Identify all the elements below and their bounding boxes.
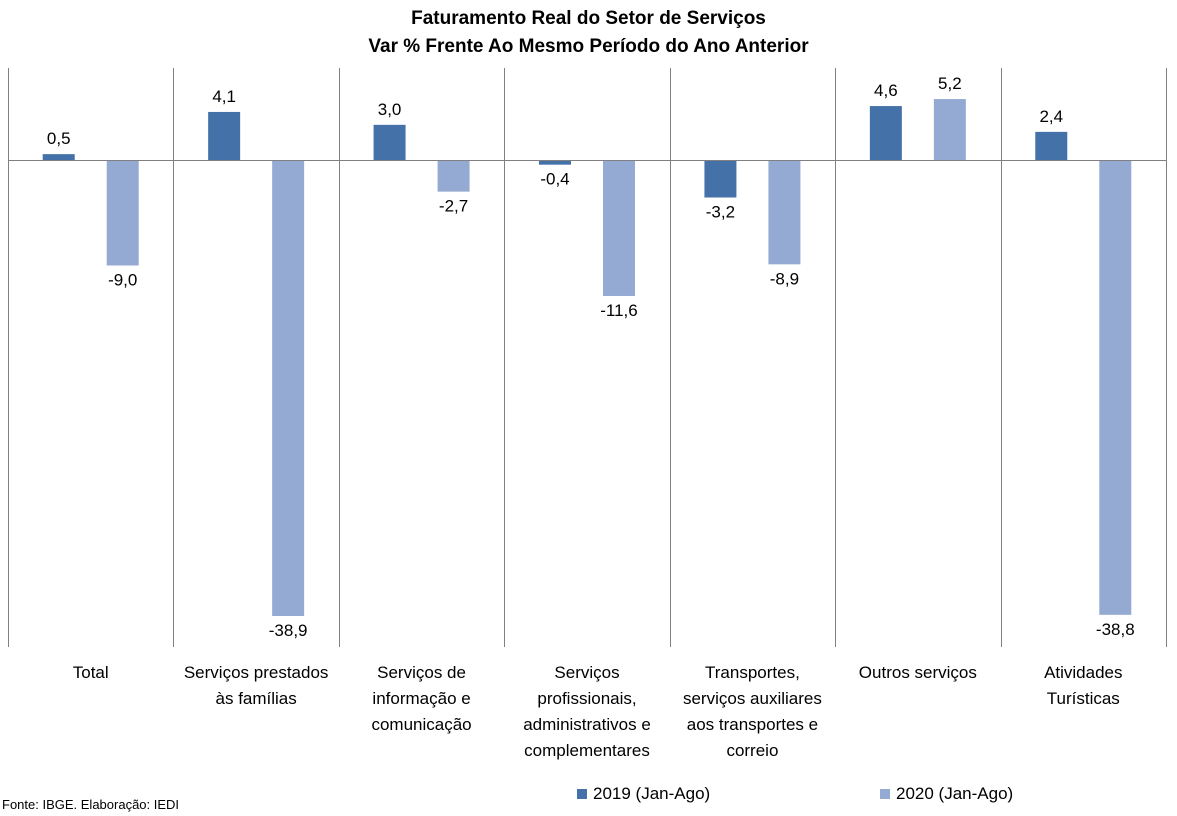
category-label-line: administrativos e: [523, 715, 651, 734]
category-label-line: Transportes,: [705, 663, 800, 682]
bar-2020: [933, 99, 966, 160]
legend-label-2020: 2020 (Jan-Ago): [896, 784, 1014, 803]
data-label-2019: -3,2: [706, 203, 735, 222]
data-label-2019: 2,4: [1039, 107, 1063, 126]
source-note: Fonte: IBGE. Elaboração: IEDI: [2, 797, 180, 812]
legend-swatch-2019: [577, 789, 587, 799]
category-label-line: complementares: [524, 741, 650, 760]
chart-subtitle: Var % Frente Ao Mesmo Período do Ano Ant…: [368, 36, 809, 57]
bar-2019: [42, 154, 75, 160]
category-label: Serviços prestados às famílias: [174, 660, 338, 712]
category-label: Transportes, serviços auxiliares aos trans…: [670, 660, 834, 764]
category-label-line: correio: [726, 741, 779, 760]
category-label: Total: [9, 660, 173, 686]
bar-2020: [603, 160, 635, 296]
bar-2020: [768, 160, 801, 265]
data-label-2019: -0,4: [540, 170, 569, 189]
category-label: Serviços de informação e comunicação: [340, 660, 504, 738]
data-label-2020: -9,0: [108, 271, 137, 290]
legend-swatch-2020: [880, 789, 890, 799]
bar-2020: [1099, 160, 1132, 615]
legend-item-2020: 2020 (Jan-Ago): [880, 784, 1013, 804]
category-label: Atividades Turísticas: [1001, 660, 1165, 712]
data-label-2019: 3,0: [378, 100, 402, 119]
category-label-line: aos transportes e: [686, 715, 819, 734]
category-label-line: informação e: [372, 689, 471, 708]
bar-2019: [539, 160, 571, 165]
category-label-line: Serviços prestados: [183, 663, 329, 682]
data-label-2020: -2,7: [439, 197, 468, 216]
category-label-line: comunicação: [371, 715, 472, 734]
data-label-2020: -38,8: [1096, 620, 1135, 639]
data-label-2020: -11,6: [600, 301, 638, 320]
data-label-2020: -38,9: [269, 621, 308, 640]
category-label-line: Turísticas: [1046, 689, 1120, 708]
bar-2019: [373, 124, 406, 160]
data-label-2019: 4,6: [874, 81, 898, 100]
bar-2020: [272, 160, 305, 616]
category-label-line: Outros serviços: [858, 663, 977, 682]
bar-2019: [869, 106, 902, 160]
chart-title: Faturamento Real do Setor de Serviços: [411, 8, 766, 29]
data-label-2019: 0,5: [47, 129, 71, 148]
category-label-line: Serviços: [554, 663, 620, 682]
category-label-line: profissionais,: [537, 689, 637, 708]
category-label-line: Serviços de: [377, 663, 466, 682]
bar-2019: [1035, 131, 1068, 160]
category-label-line: serviços auxiliares: [682, 689, 822, 708]
bar-2019: [208, 111, 241, 160]
category-label: Outros serviços: [836, 660, 1000, 686]
bar-2020: [106, 160, 139, 266]
data-label-2020: -8,9: [770, 269, 799, 288]
bar-2019: [704, 160, 737, 198]
bar-2020: [437, 160, 470, 192]
category-label-line: Total: [72, 663, 109, 682]
legend-label-2019: 2019 (Jan-Ago): [593, 784, 711, 803]
data-label-2019: 4,1: [212, 87, 236, 106]
category-label-line: às famílias: [215, 689, 297, 708]
category-label: Serviços profissionais, administrativos e c…: [505, 660, 669, 764]
category-label-line: Atividades: [1044, 663, 1123, 682]
legend-item-2019: 2019 (Jan-Ago): [577, 784, 710, 804]
data-label-2020: 5,2: [938, 74, 962, 93]
